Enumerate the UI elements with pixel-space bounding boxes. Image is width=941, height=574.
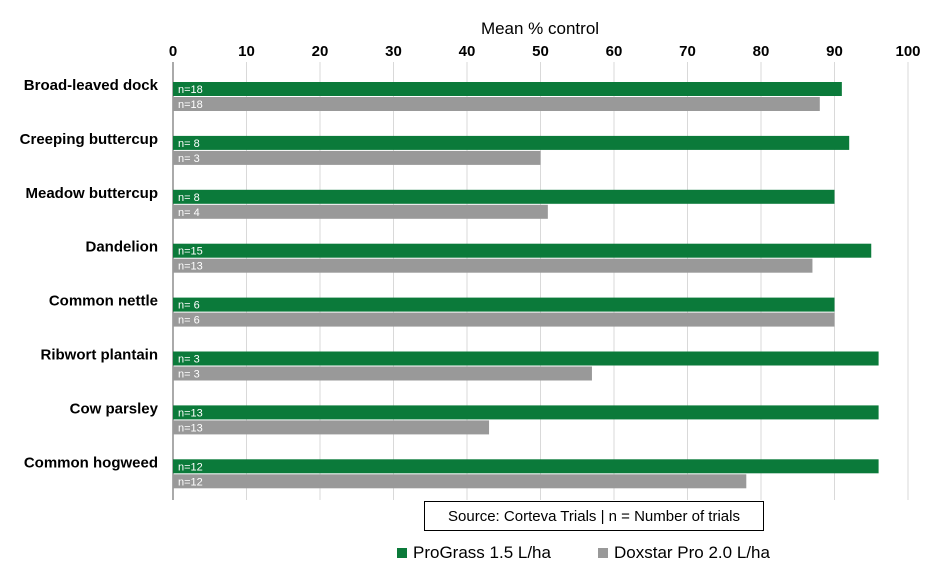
legend-item-doxstar: Doxstar Pro 2.0 L/ha: [598, 543, 770, 563]
bar-data-label: n= 8: [178, 138, 200, 150]
bar-data-label: n=18: [178, 99, 203, 111]
category-label: Creeping buttercup: [20, 131, 158, 148]
bar-prograss: [173, 297, 835, 312]
bar-doxstar: [173, 150, 541, 165]
x-tick-label: 20: [312, 43, 329, 60]
x-axis-title: Mean % control: [481, 19, 599, 38]
bar-prograss: [173, 243, 872, 258]
category-label: Broad-leaved dock: [24, 77, 159, 94]
chart-area: Mean % control 0 10 20 30 40 50 60 70 80 90 100 Br…: [20, 19, 921, 500]
bar-prograss: [173, 135, 850, 150]
x-tick-label: 100: [895, 43, 920, 60]
category-label: Ribwort plantain: [41, 347, 159, 364]
bar-doxstar: [173, 204, 548, 219]
x-tick-label: 70: [679, 43, 696, 60]
bar-data-label: n= 6: [178, 315, 200, 327]
bar-prograss: [173, 82, 842, 96]
legend: ProGrass 1.5 L/ha Doxstar Pro 2.0 L/ha: [0, 543, 941, 569]
y-axis-categories: Broad-leaved dock Creeping buttercup Meado…: [20, 77, 159, 471]
x-tick-label: 10: [238, 43, 255, 60]
bar-prograss: [173, 405, 879, 420]
x-tick-label: 80: [753, 43, 770, 60]
legend-swatch-doxstar: [598, 548, 608, 558]
bar-data-label: n=15: [178, 246, 203, 258]
source-annotation: Source: Corteva Trials | n = Number of t…: [424, 501, 764, 531]
legend-label-prograss: ProGrass 1.5 L/ha: [413, 543, 551, 562]
bar-doxstar: [173, 420, 490, 435]
bar-prograss: [173, 351, 879, 366]
bar-doxstar: [173, 474, 747, 489]
bar-doxstar: [173, 312, 835, 327]
category-label: Meadow buttercup: [25, 185, 158, 202]
source-text: Source: Corteva Trials | n = Number of t…: [448, 507, 740, 525]
bar-data-label: n= 6: [178, 300, 200, 312]
category-label: Common hogweed: [24, 454, 158, 471]
category-label: Cow parsley: [70, 400, 159, 417]
bar-data-label: n=12: [178, 476, 203, 488]
bar-data-label: n=13: [178, 407, 203, 419]
category-label: Dandelion: [85, 239, 158, 256]
legend-swatch-prograss: [397, 548, 407, 558]
bar-prograss: [173, 189, 835, 204]
bar-data-label: n= 3: [178, 153, 200, 165]
x-axis-ticks: 0 10 20 30 40 50 60 70 80 90 100: [169, 43, 921, 60]
bar-data-label: n= 8: [178, 192, 200, 204]
bar-data-label: n=13: [178, 422, 203, 434]
x-tick-label: 50: [532, 43, 549, 60]
bar-data-label: n=12: [178, 461, 203, 473]
legend-label-doxstar: Doxstar Pro 2.0 L/ha: [614, 543, 770, 562]
bar-doxstar: [173, 258, 813, 273]
bar-doxstar: [173, 366, 592, 381]
category-label: Common nettle: [49, 293, 158, 310]
bar-data-label: n=18: [178, 84, 203, 96]
bar-doxstar: [173, 97, 820, 111]
legend-item-prograss: ProGrass 1.5 L/ha: [397, 543, 551, 563]
bar-data-label: n=13: [178, 261, 203, 273]
bar-prograss: [173, 459, 879, 474]
bars: n=18 n=18 n= 8 n= 3 n= 8 n= 4 n=15 n=13 n= 6 n= 6…: [173, 82, 879, 489]
bar-data-label: n= 3: [178, 354, 200, 366]
x-tick-label: 60: [606, 43, 623, 60]
bar-data-label: n= 4: [178, 207, 200, 219]
x-tick-label: 30: [385, 43, 402, 60]
bar-data-label: n= 3: [178, 369, 200, 381]
gridlines: [172, 62, 909, 500]
x-tick-label: 0: [169, 43, 177, 60]
x-tick-label: 40: [459, 43, 476, 60]
x-tick-label: 90: [826, 43, 843, 60]
